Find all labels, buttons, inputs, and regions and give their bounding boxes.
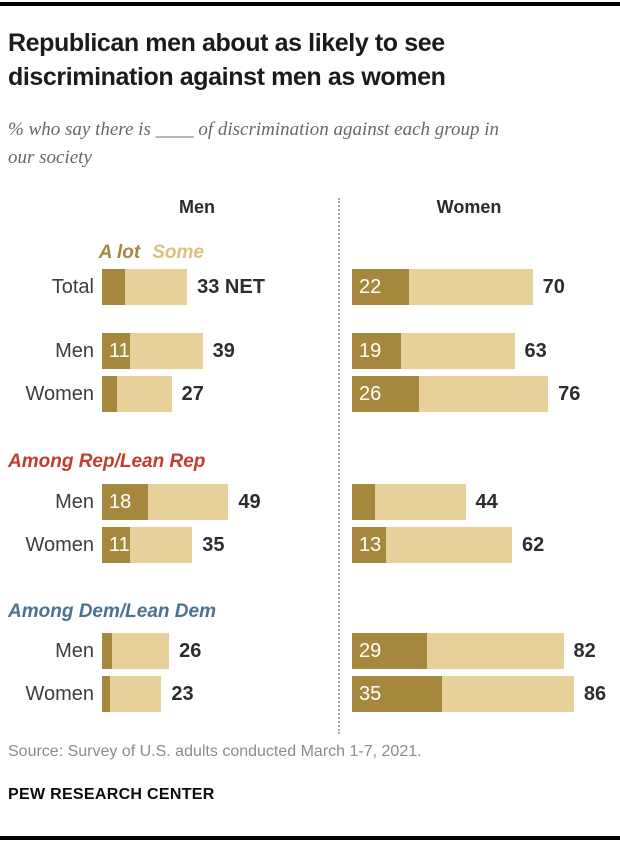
bar-alot-value: 18 <box>109 491 132 513</box>
bar-alot-value: 19 <box>359 340 382 362</box>
bar-segment-alot <box>102 269 126 305</box>
source-note: Source: Survey of U.S. adults conducted … <box>8 743 422 760</box>
bottom-rule <box>0 836 620 840</box>
stacked-bar-women: 19 <box>352 333 515 369</box>
bar-alot-value: 11 <box>109 340 130 362</box>
column-header-women: Women <box>436 197 502 217</box>
bar-alot-value: 22 <box>359 276 382 298</box>
bar-net-value: 39 <box>212 340 235 362</box>
legend-alot-label: A lot <box>98 242 141 263</box>
bar-net-value: 63 <box>524 340 547 362</box>
bar-alot-value: 26 <box>359 383 382 405</box>
bar-alot-value: 13 <box>359 534 382 556</box>
stacked-bar-women: 22 <box>352 269 533 305</box>
stacked-bar-men <box>102 269 188 305</box>
legend: A lot Some <box>0 242 204 264</box>
stacked-bar-women: 26 <box>352 376 549 412</box>
bar-net-value: 23 <box>171 683 194 705</box>
stacked-bar-men: 11 <box>102 333 203 369</box>
page-title: Republican men about as likely to see di… <box>8 29 446 91</box>
bar-alot-value: 29 <box>359 640 382 662</box>
bar-segment-alot <box>102 676 110 712</box>
top-rule <box>0 2 620 6</box>
row-label: Women <box>25 383 94 405</box>
bar-net-value: 62 <box>521 534 545 556</box>
stacked-bar-men: 11 <box>102 527 193 563</box>
bar-segment-alot: 11 <box>102 333 131 369</box>
chart-subtitle: % who say there is ____ of discriminatio… <box>8 119 499 168</box>
row-label: Men <box>55 491 94 513</box>
brand-footer: PEW RESEARCH CENTER <box>8 786 215 803</box>
column-divider <box>338 198 340 734</box>
bar-alot-value: 11 <box>109 534 130 556</box>
bar-net-value: 82 <box>573 640 596 662</box>
bar-net-value: 26 <box>179 640 202 662</box>
bar-segment-alot <box>352 484 376 520</box>
bar-net-value: 35 <box>202 534 225 556</box>
bar-net-value: 49 <box>238 491 261 513</box>
row-label: Women <box>25 683 94 705</box>
row-label: Total <box>51 276 94 298</box>
section-header: Among Dem/Lean Dem <box>8 601 216 622</box>
stacked-bar-women <box>352 484 466 520</box>
row-label: Men <box>55 340 94 362</box>
bar-net-value: 70 <box>542 276 565 298</box>
column-header-men: Men <box>179 197 215 217</box>
bar-net-value: 33 NET <box>197 276 265 298</box>
bar-net-value: 44 <box>475 491 498 513</box>
stacked-bar-men <box>102 676 162 712</box>
stacked-bar-men: 18 <box>102 484 229 520</box>
stacked-bar-men <box>102 633 170 669</box>
bar-segment-alot: 11 <box>102 527 131 563</box>
bar-segment-alot <box>102 376 118 412</box>
row-label: Women <box>25 534 94 556</box>
stacked-bar-women: 13 <box>352 527 512 563</box>
stacked-bar-men <box>102 376 172 412</box>
stacked-bar-women: 35 <box>352 676 574 712</box>
bar-segment-alot: 35 <box>352 676 443 712</box>
bar-alot-value: 35 <box>359 683 382 705</box>
bar-segment-alot: 18 <box>102 484 149 520</box>
stacked-bar-women: 29 <box>352 633 564 669</box>
bar-net-value: 86 <box>583 683 607 705</box>
bar-segment-alot: 19 <box>352 333 402 369</box>
bar-segment-alot: 29 <box>352 633 427 669</box>
bar-net-value: 76 <box>558 383 581 405</box>
bar-segment-alot: 13 <box>352 527 386 563</box>
bar-segment-alot: 26 <box>352 376 420 412</box>
bar-segment-alot <box>102 633 113 669</box>
row-label: Men <box>55 640 94 662</box>
bar-segment-alot: 22 <box>352 269 409 305</box>
legend-some-label: Some <box>152 242 204 263</box>
section-header: Among Rep/Lean Rep <box>8 451 206 472</box>
bar-net-value: 27 <box>181 383 204 405</box>
